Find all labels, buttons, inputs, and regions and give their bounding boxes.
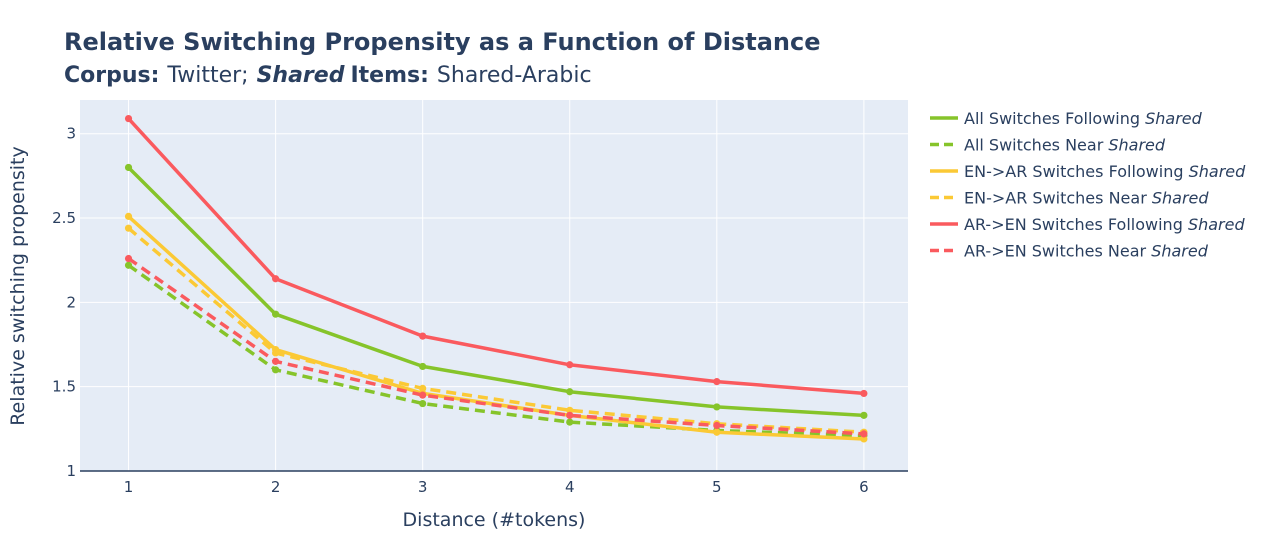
series-line	[127, 257, 864, 436]
data-point	[419, 399, 427, 408]
data-point	[566, 361, 574, 369]
series-line	[127, 226, 864, 434]
data-point	[272, 310, 280, 318]
legend-item: All Switches Near Shared	[930, 136, 1166, 155]
subtitle-items-label: Items:	[350, 63, 428, 88]
data-point	[124, 163, 133, 172]
x-tick-labels: 1 2 3 4 5 6	[124, 478, 869, 496]
legend-label: All Switches Near Shared	[964, 136, 1166, 155]
data-point	[713, 403, 721, 411]
x-tick-label: 4	[565, 478, 575, 496]
legend-item: All Switches Following Shared	[930, 109, 1203, 128]
x-axis-title: Distance (#tokens)	[403, 509, 586, 531]
legend-item: AR->EN Switches Near Shared	[930, 242, 1209, 261]
y-tick-label: 1	[66, 462, 76, 480]
y-tick-label: 2.5	[52, 209, 76, 227]
legend-item: EN->AR Switches Near Shared	[930, 189, 1209, 208]
series-line	[127, 263, 864, 438]
x-gridlines	[128, 100, 865, 471]
x-tick-label: 6	[859, 478, 869, 496]
y-tick-labels: 1 1.5 2 2.5 3	[52, 125, 76, 480]
x-tick-label: 1	[124, 478, 134, 496]
data-point	[566, 406, 574, 414]
legend-item: EN->AR Switches Following Shared	[930, 162, 1246, 181]
series-line	[127, 117, 865, 396]
data-point	[272, 275, 280, 283]
y-tick-label: 1.5	[52, 378, 76, 396]
data-point	[124, 212, 133, 220]
data-point	[124, 254, 133, 263]
series	[124, 163, 868, 419]
x-tick-label: 2	[271, 478, 281, 496]
subtitle-corpus-label: Corpus:	[64, 63, 159, 88]
data-point	[860, 435, 868, 443]
subtitle-shared-label: Shared	[257, 63, 345, 88]
legend-label: AR->EN Switches Near Shared	[964, 242, 1209, 261]
data-point	[713, 421, 721, 430]
data-point	[860, 411, 868, 419]
data-point	[419, 332, 427, 340]
data-point	[272, 357, 280, 365]
legend-label: EN->AR Switches Near Shared	[964, 189, 1209, 208]
series	[124, 254, 868, 438]
series	[124, 114, 868, 398]
legend-label: All Switches Following Shared	[964, 109, 1203, 128]
data-point	[566, 411, 574, 419]
data-point	[124, 224, 133, 232]
subtitle-corpus-value: Twitter;	[166, 63, 248, 88]
data-point	[419, 391, 427, 399]
legend-label: AR->EN Switches Following Shared	[964, 215, 1245, 234]
legend: All Switches Following Shared All Switche…	[930, 109, 1246, 261]
series-layer	[124, 114, 868, 443]
data-point	[272, 366, 280, 374]
data-point	[124, 114, 133, 123]
data-point	[419, 362, 427, 371]
data-point	[419, 384, 427, 392]
data-point	[860, 389, 868, 398]
y-tick-label: 3	[66, 125, 76, 143]
x-tick-label: 5	[712, 478, 722, 496]
chart-subtitle: Corpus: Twitter; Shared Items: Shared-Arabic	[64, 63, 592, 88]
data-point	[272, 349, 280, 357]
y-tick-label: 2	[66, 293, 76, 311]
y-axis-title: Relative switching propensity	[7, 146, 29, 425]
data-point	[860, 430, 868, 438]
data-point	[713, 378, 721, 386]
data-point	[713, 428, 721, 436]
legend-label: EN->AR Switches Following Shared	[964, 162, 1246, 181]
legend-item: AR->EN Switches Following Shared	[930, 215, 1245, 234]
data-point	[124, 261, 133, 269]
chart-title: Relative Switching Propensity as a Funct…	[64, 28, 821, 56]
subtitle-items-value: Shared-Arabic	[437, 63, 592, 88]
x-tick-label: 3	[418, 478, 428, 496]
data-point	[566, 388, 574, 396]
series-line	[127, 166, 865, 418]
data-point	[566, 418, 574, 426]
